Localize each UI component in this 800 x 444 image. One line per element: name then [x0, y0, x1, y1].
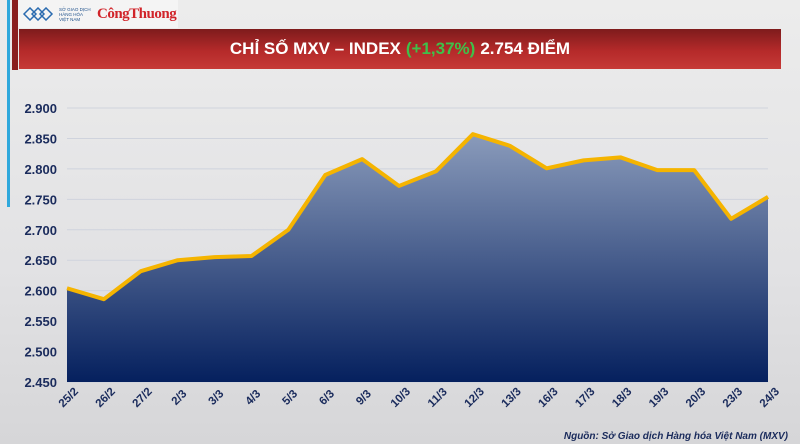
- x-tick-label: 9/3: [354, 388, 374, 408]
- y-tick-label: 2.550: [24, 314, 57, 329]
- title-change: (+1,37%): [405, 39, 476, 58]
- x-tick-label: 16/3: [536, 386, 560, 410]
- x-tick-label: 26/2: [94, 386, 118, 410]
- x-tick-label: 17/3: [573, 386, 597, 410]
- accent-bar: [7, 0, 10, 207]
- accent-bar-red: [12, 0, 18, 70]
- x-tick-label: 5/3: [280, 388, 300, 408]
- x-tick-label: 18/3: [610, 386, 634, 410]
- area-fill: [67, 134, 768, 382]
- x-tick-label: 13/3: [499, 386, 523, 410]
- x-tick-label: 2/3: [170, 388, 190, 408]
- mxv-logo-icon: [22, 7, 54, 21]
- x-tick-label: 20/3: [684, 386, 708, 410]
- x-tick-label: 3/3: [207, 388, 227, 408]
- y-tick-label: 2.500: [24, 345, 57, 360]
- x-tick-label: 23/3: [721, 386, 745, 410]
- title-prefix: CHỈ SỐ MXV – INDEX: [229, 39, 401, 58]
- title-banner: CHỈ SỐ MXV – INDEX (+1,37%) 2.754 ĐIỂM: [19, 29, 781, 69]
- x-tick-label: 19/3: [647, 386, 671, 410]
- x-tick-label: 12/3: [463, 386, 487, 410]
- title-value: 2.754 ĐIỂM: [480, 39, 571, 58]
- y-tick-label: 2.750: [24, 192, 57, 207]
- x-tick-label: 6/3: [317, 388, 337, 408]
- y-tick-label: 2.800: [24, 162, 57, 177]
- x-tick-label: 24/3: [758, 386, 782, 410]
- brand-logo: CôngThuong: [97, 5, 177, 22]
- y-tick-label: 2.600: [24, 284, 57, 299]
- x-tick-label: 11/3: [426, 386, 450, 410]
- x-tick-label: 4/3: [243, 388, 263, 408]
- series-line: [66, 132, 770, 302]
- y-tick-label: 2.450: [24, 375, 57, 390]
- y-tick-label: 2.850: [24, 131, 57, 146]
- logo-area: SỞ GIAO DỊCH HÀNG HÓA VIỆT NAM CôngThuon…: [18, 0, 178, 28]
- y-tick-label: 2.700: [24, 223, 57, 238]
- y-tick-label: 2.900: [24, 101, 57, 116]
- x-tick-label: 25/2: [57, 386, 81, 410]
- source-note: Nguồn: Sở Giao dịch Hàng hóa Việt Nam (M…: [563, 431, 788, 442]
- x-tick-label: 10/3: [389, 386, 413, 410]
- x-tick-label: 27/2: [131, 386, 155, 410]
- logo-text: SỞ GIAO DỊCH HÀNG HÓA VIỆT NAM: [59, 6, 91, 22]
- y-tick-label: 2.650: [24, 253, 57, 268]
